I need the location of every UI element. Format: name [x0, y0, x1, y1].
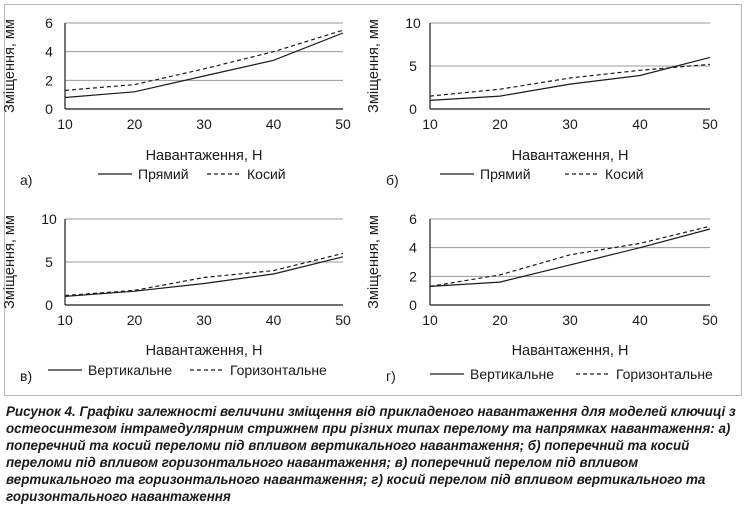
- chart-3-series-line-2: [64, 252, 344, 297]
- chart-2-y-tick-label-2: 10: [405, 15, 421, 31]
- chart-2-legend-label-1: Прямий: [480, 166, 531, 182]
- chart-1-panel-label: а): [20, 172, 32, 188]
- chart-1-x-tick-label-3: 40: [266, 116, 282, 132]
- chart-2-legend-label-2: Косий: [605, 166, 644, 182]
- chart-3-x-tick-label-2: 30: [196, 312, 212, 328]
- chart-3-y-axis-title: Зміщення, мм: [2, 215, 18, 309]
- chart-1-x-tick-label-4: 50: [335, 116, 351, 132]
- figure-frame: [4, 4, 742, 396]
- chart-1-y-tick-label-1: 2: [45, 72, 53, 88]
- chart-1-y-tick-label-2: 4: [45, 44, 53, 60]
- chart-4-y-tick-label-2: 4: [409, 240, 417, 256]
- chart-2-x-tick-label-0: 10: [422, 116, 438, 132]
- chart-2-y-tick-label-0: 0: [409, 101, 417, 117]
- chart-2-y-axis-title: Зміщення, мм: [366, 19, 382, 113]
- chart-3-x-tick-label-4: 50: [335, 312, 351, 328]
- chart-2-x-axis-title: Навантаження, Н: [512, 148, 629, 164]
- chart-4-x-tick-label-4: 50: [702, 312, 718, 328]
- chart-4-series-line-1: [429, 228, 711, 287]
- chart-3-x-tick-label-0: 10: [57, 312, 73, 328]
- chart-1-x-axis-title: Навантаження, Н: [146, 148, 263, 164]
- chart-1-legend-label-1: Прямий: [138, 166, 189, 182]
- chart-4-y-tick-label-0: 0: [409, 297, 417, 313]
- chart-4-x-tick-label-2: 30: [562, 312, 578, 328]
- chart-3-series-line-1: [64, 256, 344, 297]
- chart-2-x-tick-label-4: 50: [702, 116, 718, 132]
- chart-4-y-tick-label-3: 6: [409, 211, 417, 227]
- chart-4-legend-label-2: Горизонтальне: [616, 366, 713, 382]
- chart-3-y-tick-label-2: 10: [41, 211, 57, 227]
- chart-1-x-tick-label-1: 20: [127, 116, 143, 132]
- chart-3-legend-label-2: Горизонтальне: [230, 362, 327, 378]
- chart-3-y-tick-label-1: 5: [45, 254, 53, 270]
- chart-4-series-line-2: [429, 225, 711, 287]
- chart-3-x-axis-title: Навантаження, Н: [146, 343, 263, 359]
- chart-2-panel-label: б): [386, 172, 399, 188]
- figure-caption: Рисунок 4. Графіки залежності величини з…: [6, 404, 736, 504]
- chart-3-x-tick-label-3: 40: [266, 312, 282, 328]
- chart-4-legend-label-1: Вертикальне: [470, 366, 554, 382]
- chart-2-y-tick-label-1: 5: [409, 58, 417, 74]
- chart-1-y-tick-label-0: 0: [45, 101, 53, 117]
- chart-4-x-tick-label-1: 20: [492, 312, 508, 328]
- chart-1-x-tick-label-2: 30: [196, 116, 212, 132]
- chart-1-y-tick-label-3: 6: [45, 15, 53, 31]
- chart-1-series-line-1: [64, 32, 344, 99]
- chart-2-series-line-1: [429, 56, 711, 101]
- chart-2-series-line-2: [429, 63, 711, 97]
- chart-4-x-tick-label-0: 10: [422, 312, 438, 328]
- chart-3-x-tick-label-1: 20: [127, 312, 143, 328]
- chart-4-panel-label: г): [386, 368, 396, 384]
- chart-4-x-axis-title: Навантаження, Н: [512, 343, 629, 359]
- chart-1-x-tick-label-0: 10: [57, 116, 73, 132]
- chart-2-x-tick-label-3: 40: [632, 116, 648, 132]
- chart-1-y-axis-title: Зміщення, мм: [2, 19, 18, 113]
- chart-4-x-tick-label-3: 40: [632, 312, 648, 328]
- chart-2-x-tick-label-2: 30: [562, 116, 578, 132]
- chart-1-series-line-2: [64, 29, 344, 91]
- chart-3-legend-label-1: Вертикальне: [88, 362, 172, 378]
- chart-4-y-axis-title: Зміщення, мм: [366, 215, 382, 309]
- chart-2-x-tick-label-1: 20: [492, 116, 508, 132]
- chart-3-panel-label: в): [20, 368, 32, 384]
- chart-3-y-tick-label-0: 0: [45, 297, 53, 313]
- chart-4-y-tick-label-1: 2: [409, 268, 417, 284]
- chart-1-legend-label-2: Косий: [247, 166, 286, 182]
